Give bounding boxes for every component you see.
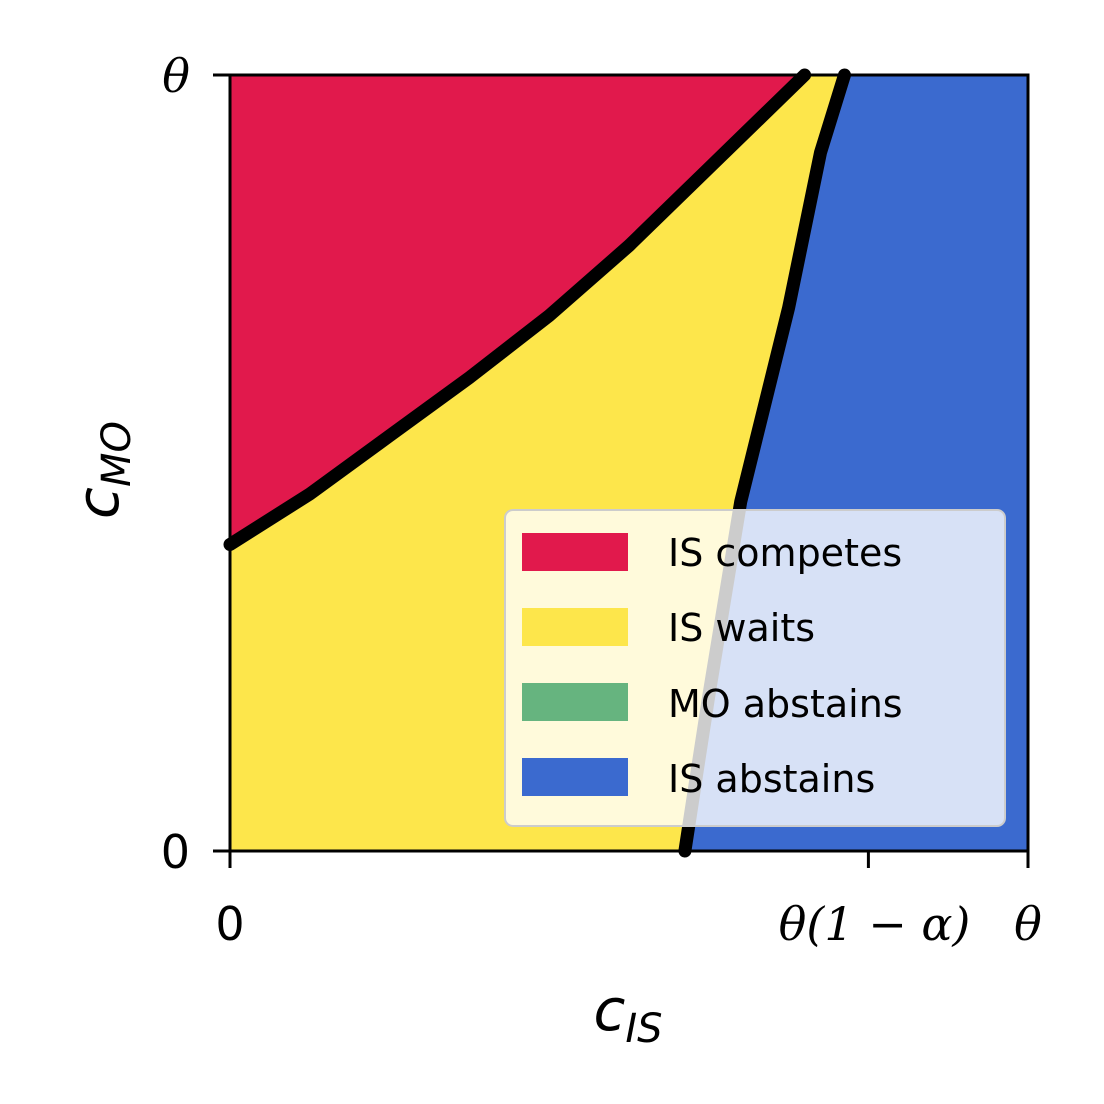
x-tick-label: θ: [1014, 897, 1042, 951]
region-is-competes: [230, 75, 805, 545]
legend-label-mo-abstains: MO abstains: [668, 682, 903, 726]
legend-label-is-abstains: IS abstains: [668, 757, 875, 801]
y-tick-label: 0: [161, 825, 190, 879]
boundary-line-compete-wait: [223, 68, 812, 551]
x-tick-label: θ(1 − α): [779, 897, 971, 951]
legend-frame: [504, 509, 1006, 827]
legend-swatch-mo-abstains: [522, 683, 628, 721]
x-axis-label-sub: IS: [625, 1006, 662, 1052]
y-tick-label: θ: [162, 49, 190, 103]
plot-frame: [228, 73, 1030, 853]
legend: IS competes IS waits MO abstains IS abst…: [504, 509, 1006, 827]
y-axis-label: cMO: [64, 421, 140, 519]
x-axis-label-main: c: [593, 976, 625, 1044]
legend-swatch-is-competes: [522, 533, 628, 571]
y-axis-label-main: c: [64, 487, 132, 519]
legend-label-is-waits: IS waits: [668, 606, 815, 650]
legend-swatch-is-abstains: [522, 758, 628, 796]
x-tick-label: 0: [215, 897, 244, 951]
y-axis-label-sub: MO: [94, 421, 140, 487]
x-axis-label: cIS: [593, 976, 662, 1052]
legend-swatch-is-waits: [522, 608, 628, 646]
legend-label-is-competes: IS competes: [668, 531, 902, 575]
